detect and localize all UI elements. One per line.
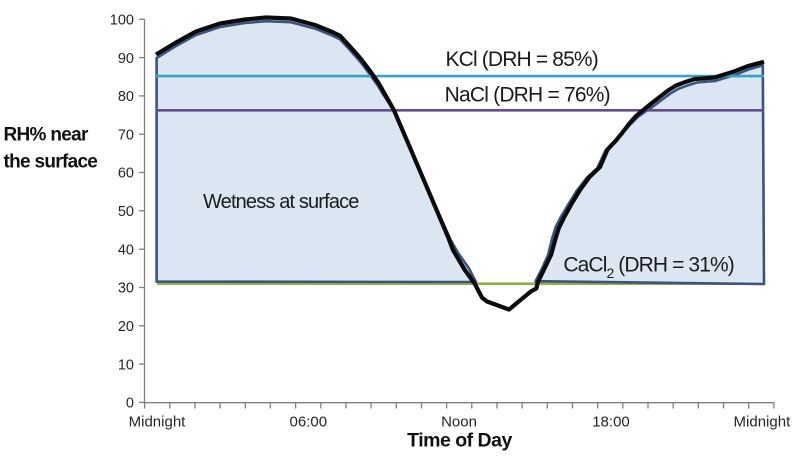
svg-text:Midnight: Midnight [129,414,187,431]
svg-text:10: 10 [118,357,134,373]
svg-text:90: 90 [118,51,134,67]
svg-text:70: 70 [118,127,134,143]
svg-text:0: 0 [126,396,134,412]
svg-text:60: 60 [118,166,134,182]
svg-text:NaCl (DRH = 76%): NaCl (DRH = 76%) [445,84,610,107]
svg-text:30: 30 [118,281,134,297]
svg-text:50: 50 [118,204,134,220]
svg-text:80: 80 [118,89,134,105]
svg-text:RH% near: RH% near [4,125,89,146]
svg-text:100: 100 [110,13,134,29]
svg-text:CaCl2 (DRH = 31%): CaCl2 (DRH = 31%) [563,254,733,282]
svg-text:Midnight: Midnight [734,414,792,431]
svg-text:Noon: Noon [441,414,477,431]
svg-text:18:00: 18:00 [592,414,630,431]
svg-text:20: 20 [118,319,134,335]
svg-text:06:00: 06:00 [290,414,328,431]
svg-text:KCl (DRH = 85%): KCl (DRH = 85%) [446,48,598,71]
svg-text:40: 40 [118,242,134,258]
svg-text:the surface: the surface [4,152,98,173]
svg-text:Time of Day: Time of Day [407,430,512,452]
svg-text:Wetness at surface: Wetness at surface [203,191,359,213]
